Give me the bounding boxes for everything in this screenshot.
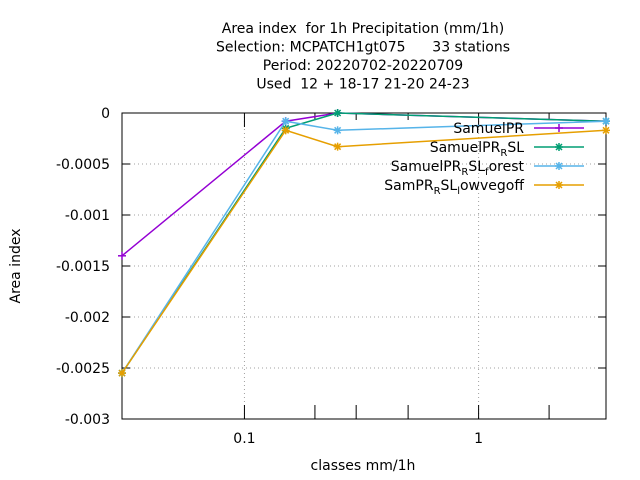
point-marker [282,117,290,125]
legend-label: SamuelPR [453,121,524,137]
point-marker [602,117,610,125]
y-tick-label: -0.001 [65,208,110,224]
series-line [121,112,607,374]
legend: SamuelPR SamuelPRRSLSamuelPRRSLforestSamP… [384,121,584,197]
y-tick-label: -0.002 [65,310,110,326]
x-tick-label: 1 [474,431,483,447]
point-marker [602,126,610,134]
legend-entry: SamPRRSLlowvegoff [384,178,584,197]
y-tick-label: -0.0025 [56,361,110,377]
point-marker [555,162,563,170]
axes: 0 -0.0005 -0.001 -0.0015 -0.002 -0.0025 -0.003… [56,106,607,447]
title-line: Used 12 + 18-17 21-20 24-23 [256,77,469,93]
point-marker [555,181,563,189]
point-marker [555,143,563,151]
x-tick-label: 0.1 [233,431,255,447]
series-3 [118,117,610,378]
series [118,109,610,378]
x-axis-label: classes mm/1h [311,458,416,474]
point-marker [334,109,342,117]
legend-entry: SamuelPRRSL [430,140,584,159]
y-axis-label: Area index [8,229,24,304]
legend-label: SamuelPRRSLforest [391,159,525,178]
point-marker [282,126,290,134]
legend-entry: SamuelPRRSLforest [391,159,584,178]
series-line [121,129,607,374]
y-tick-label: -0.0015 [56,259,110,275]
series-4 [118,126,610,378]
point-marker [334,126,342,134]
point-marker [118,369,126,377]
series-line [121,120,607,374]
y-tick-label: 0 [101,106,110,122]
legend-label: SamPRRSLlowvegoff [384,178,524,197]
legend-entry: SamuelPR [453,121,584,137]
legend-label: SamuelPRRSL [430,140,524,159]
grid [122,113,606,419]
plot-frame [121,112,607,420]
title-line: Selection: MCPATCH1gt075 33 stations [216,40,510,56]
series-2 [118,109,610,378]
title-line: Period: 20220702-20220709 [263,58,463,74]
chart-title: Area index for 1h Precipitation (mm/1h) S… [216,21,510,93]
y-tick-label: -0.003 [65,412,110,428]
y-tick-label: -0.0005 [56,157,110,173]
point-marker [334,143,342,151]
title-line: Area index for 1h Precipitation (mm/1h) [222,21,504,37]
